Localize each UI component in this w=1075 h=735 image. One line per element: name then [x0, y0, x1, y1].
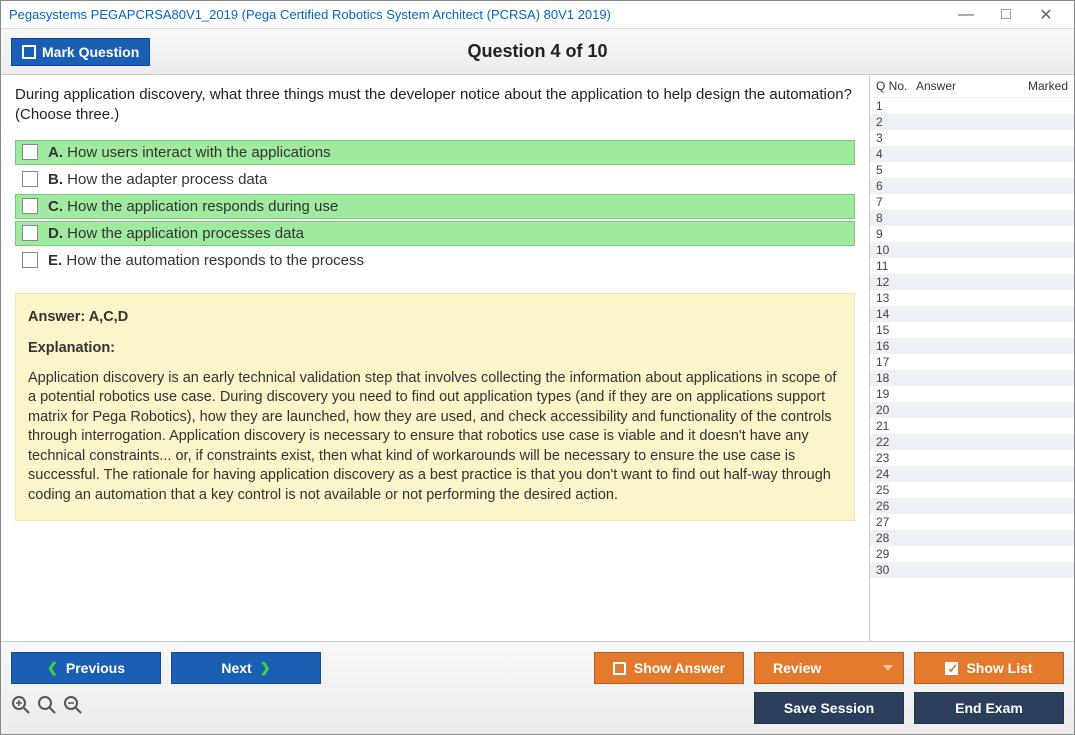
checkbox-icon[interactable] [22, 252, 38, 268]
title-bar: Pegasystems PEGAPCRSA80V1_2019 (Pega Cer… [1, 1, 1074, 29]
sidebar-list[interactable]: 1234567891011121314151617181920212223242… [870, 98, 1074, 641]
mark-question-button[interactable]: Mark Question [11, 38, 150, 66]
question-prompt: During application discovery, what three… [15, 85, 855, 126]
sidebar-row[interactable]: 6 [870, 178, 1074, 194]
option-label: A. How users interact with the applicati… [48, 144, 331, 161]
sidebar-row[interactable]: 3 [870, 130, 1074, 146]
save-session-label: Save Session [784, 700, 874, 716]
sidebar-row[interactable]: 2 [870, 114, 1074, 130]
close-icon[interactable]: ✕ [1026, 5, 1066, 25]
main-panel: During application discovery, what three… [1, 75, 869, 641]
sidebar-row[interactable]: 25 [870, 482, 1074, 498]
sidebar-row[interactable]: 30 [870, 562, 1074, 578]
sidebar-row[interactable]: 19 [870, 386, 1074, 402]
show-answer-button[interactable]: Show Answer [594, 652, 744, 684]
sidebar-row[interactable]: 11 [870, 258, 1074, 274]
sidebar-row[interactable]: 21 [870, 418, 1074, 434]
sidebar-row[interactable]: 14 [870, 306, 1074, 322]
dropdown-icon [883, 665, 893, 671]
question-list-sidebar: Q No. Answer Marked 12345678910111213141… [869, 75, 1074, 641]
option-label: C. How the application responds during u… [48, 198, 338, 215]
sidebar-row[interactable]: 9 [870, 226, 1074, 242]
sidebar-row[interactable]: 26 [870, 498, 1074, 514]
show-list-button[interactable]: Show List [914, 652, 1064, 684]
explanation-text: Application discovery is an early techni… [28, 369, 842, 506]
sidebar-row[interactable]: 28 [870, 530, 1074, 546]
option-row[interactable]: D. How the application processes data [15, 221, 855, 246]
checkbox-icon[interactable] [22, 144, 38, 160]
sidebar-row[interactable]: 15 [870, 322, 1074, 338]
checkbox-icon[interactable] [22, 198, 38, 214]
save-session-button[interactable]: Save Session [754, 692, 904, 724]
sidebar-row[interactable]: 22 [870, 434, 1074, 450]
sidebar-row[interactable]: 17 [870, 354, 1074, 370]
option-row[interactable]: B. How the adapter process data [15, 167, 855, 192]
explanation-heading: Explanation: [28, 339, 842, 359]
show-answer-label: Show Answer [634, 660, 725, 676]
sidebar-row[interactable]: 4 [870, 146, 1074, 162]
zoom-out-icon[interactable] [63, 695, 83, 721]
app-window: Pegasystems PEGAPCRSA80V1_2019 (Pega Cer… [0, 0, 1075, 735]
sidebar-row[interactable]: 20 [870, 402, 1074, 418]
maximize-icon[interactable]: □ [986, 6, 1026, 24]
col-qno: Q No. [876, 79, 916, 93]
zoom-in-icon[interactable] [11, 695, 31, 721]
option-label: E. How the automation responds to the pr… [48, 252, 364, 269]
previous-button[interactable]: ❮ Previous [11, 652, 161, 684]
sidebar-row[interactable]: 29 [870, 546, 1074, 562]
end-exam-label: End Exam [955, 700, 1023, 716]
sidebar-row[interactable]: 18 [870, 370, 1074, 386]
option-label: B. How the adapter process data [48, 171, 267, 188]
window-title: Pegasystems PEGAPCRSA80V1_2019 (Pega Cer… [9, 7, 946, 22]
body: During application discovery, what three… [1, 75, 1074, 641]
checkbox-icon[interactable] [22, 225, 38, 241]
sidebar-row[interactable]: 1 [870, 98, 1074, 114]
sidebar-row[interactable]: 7 [870, 194, 1074, 210]
mark-question-label: Mark Question [42, 44, 139, 60]
question-counter: Question 4 of 10 [467, 41, 607, 62]
review-label: Review [773, 660, 821, 676]
chevron-right-icon: ❯ [260, 660, 271, 676]
show-list-label: Show List [966, 660, 1032, 676]
option-row[interactable]: E. How the automation responds to the pr… [15, 248, 855, 273]
checkbox-icon [613, 662, 626, 675]
footer-row-2: Save Session End Exam [11, 692, 1064, 724]
previous-label: Previous [66, 660, 125, 676]
header-bar: Mark Question Question 4 of 10 [1, 29, 1074, 75]
col-answer: Answer [916, 79, 1018, 93]
sidebar-row[interactable]: 5 [870, 162, 1074, 178]
sidebar-row[interactable]: 27 [870, 514, 1074, 530]
end-exam-button[interactable]: End Exam [914, 692, 1064, 724]
sidebar-row[interactable]: 16 [870, 338, 1074, 354]
checkbox-icon[interactable] [22, 171, 38, 187]
minimize-icon[interactable]: — [946, 6, 986, 24]
sidebar-row[interactable]: 8 [870, 210, 1074, 226]
next-button[interactable]: Next ❯ [171, 652, 321, 684]
sidebar-row[interactable]: 23 [870, 450, 1074, 466]
checkbox-icon [22, 45, 36, 59]
chevron-left-icon: ❮ [47, 660, 58, 676]
zoom-reset-icon[interactable] [37, 695, 57, 721]
option-label: D. How the application processes data [48, 225, 304, 242]
sidebar-header: Q No. Answer Marked [870, 75, 1074, 98]
options-list: A. How users interact with the applicati… [15, 140, 855, 273]
next-label: Next [221, 660, 251, 676]
option-row[interactable]: C. How the application responds during u… [15, 194, 855, 219]
sidebar-row[interactable]: 13 [870, 290, 1074, 306]
zoom-controls [11, 695, 83, 721]
sidebar-row[interactable]: 24 [870, 466, 1074, 482]
footer-row-1: ❮ Previous Next ❯ Show Answer Review Sho… [11, 652, 1064, 684]
col-marked: Marked [1018, 79, 1068, 93]
footer: ❮ Previous Next ❯ Show Answer Review Sho… [1, 641, 1074, 734]
sidebar-row[interactable]: 10 [870, 242, 1074, 258]
checkbox-checked-icon [945, 662, 958, 675]
explanation-panel: Answer: A,C,D Explanation: Application d… [15, 293, 855, 521]
review-button[interactable]: Review [754, 652, 904, 684]
option-row[interactable]: A. How users interact with the applicati… [15, 140, 855, 165]
sidebar-row[interactable]: 12 [870, 274, 1074, 290]
answer-line: Answer: A,C,D [28, 308, 842, 328]
